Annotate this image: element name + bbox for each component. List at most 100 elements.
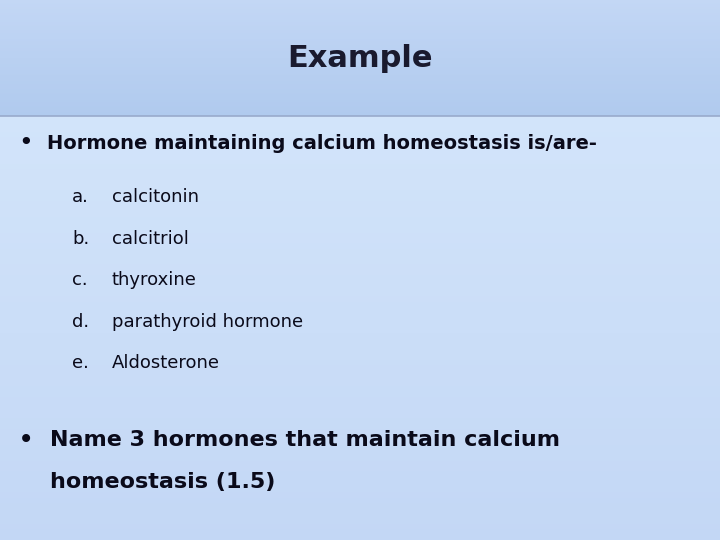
Bar — [0, 58, 720, 59]
Bar — [0, 32, 720, 33]
Bar — [0, 174, 720, 180]
Bar — [0, 344, 720, 349]
Bar — [0, 386, 720, 391]
Bar — [0, 312, 720, 318]
Bar — [0, 423, 720, 429]
Text: homeostasis (1.5): homeostasis (1.5) — [50, 471, 276, 492]
Bar — [0, 23, 720, 25]
Bar — [0, 455, 720, 461]
Bar — [0, 535, 720, 540]
Bar — [0, 323, 720, 328]
Bar — [0, 392, 720, 397]
Bar — [0, 397, 720, 402]
Bar — [0, 39, 720, 40]
Bar — [0, 71, 720, 72]
Bar — [0, 238, 720, 243]
Bar — [0, 529, 720, 535]
Bar — [0, 148, 720, 153]
Bar — [0, 450, 720, 455]
Bar — [0, 72, 720, 74]
Bar — [0, 429, 720, 434]
Bar — [0, 444, 720, 450]
Bar — [0, 349, 720, 355]
Bar — [0, 301, 720, 307]
Bar — [0, 440, 720, 444]
Bar — [0, 270, 720, 275]
Bar — [0, 461, 720, 466]
Bar — [0, 318, 720, 323]
Bar — [0, 222, 720, 227]
Bar — [0, 9, 720, 10]
Bar — [0, 206, 720, 212]
Bar — [0, 52, 720, 53]
Bar — [0, 4, 720, 6]
Bar — [0, 164, 720, 169]
Bar — [0, 7, 720, 9]
Bar — [0, 96, 720, 97]
Text: calcitonin: calcitonin — [112, 188, 199, 206]
Bar — [0, 84, 720, 86]
Bar — [0, 413, 720, 418]
Bar — [0, 93, 720, 94]
Bar — [0, 3, 720, 4]
Bar — [0, 28, 720, 29]
Bar — [0, 408, 720, 413]
Bar — [0, 110, 720, 112]
Bar — [0, 212, 720, 217]
Bar — [0, 0, 720, 2]
Bar — [0, 51, 720, 52]
Bar — [0, 94, 720, 96]
Bar — [0, 78, 720, 80]
Bar — [0, 26, 720, 28]
Bar — [0, 15, 720, 16]
Bar — [0, 21, 720, 22]
Text: •: • — [18, 131, 32, 155]
Bar — [0, 80, 720, 81]
Bar — [0, 49, 720, 51]
Bar — [0, 524, 720, 529]
Bar — [0, 22, 720, 23]
Bar — [0, 498, 720, 503]
Text: Example: Example — [287, 44, 433, 72]
Bar — [0, 106, 720, 107]
Bar — [0, 132, 720, 137]
Bar — [0, 185, 720, 190]
Bar — [0, 114, 720, 116]
Bar — [0, 254, 720, 259]
Bar — [0, 360, 720, 365]
Bar — [0, 122, 720, 127]
Bar — [0, 159, 720, 164]
Bar — [0, 33, 720, 35]
Bar — [0, 74, 720, 76]
Bar — [0, 296, 720, 301]
Bar — [0, 201, 720, 206]
Bar — [0, 48, 720, 49]
Bar — [0, 105, 720, 106]
Bar — [0, 217, 720, 222]
Bar — [0, 10, 720, 11]
Bar — [0, 25, 720, 26]
Text: a.: a. — [72, 188, 89, 206]
Bar — [0, 492, 720, 498]
Bar — [0, 44, 720, 45]
Bar — [0, 35, 720, 36]
Bar — [0, 233, 720, 238]
Bar — [0, 190, 720, 195]
Bar — [0, 180, 720, 185]
Bar — [0, 38, 720, 39]
Bar — [0, 13, 720, 15]
Bar — [0, 70, 720, 71]
Bar — [0, 46, 720, 48]
Text: calcitriol: calcitriol — [112, 230, 189, 248]
Bar — [0, 45, 720, 46]
Bar — [0, 19, 720, 21]
Text: c.: c. — [72, 271, 88, 289]
Bar — [0, 418, 720, 423]
Bar — [0, 81, 720, 83]
Bar — [0, 195, 720, 201]
Bar — [0, 370, 720, 376]
Bar — [0, 482, 720, 487]
Bar — [0, 17, 720, 19]
Bar — [0, 87, 720, 89]
Bar — [0, 77, 720, 78]
